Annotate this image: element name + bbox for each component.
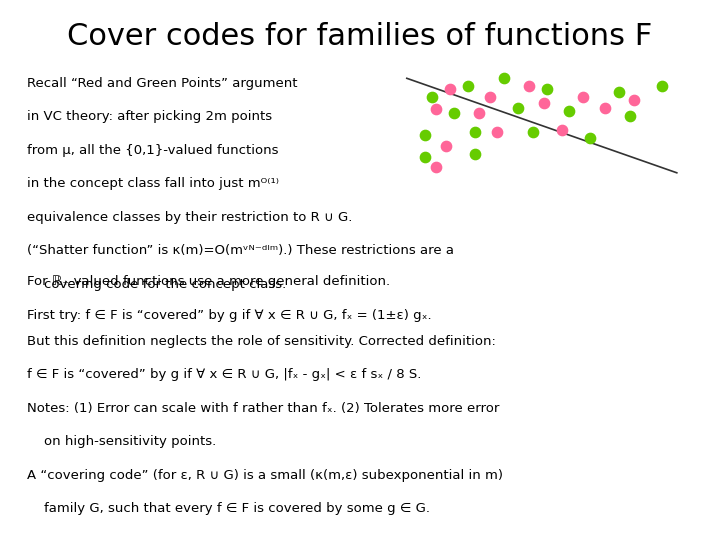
Point bbox=[469, 150, 481, 158]
Point bbox=[523, 82, 535, 91]
Point bbox=[430, 105, 441, 113]
Point bbox=[556, 125, 567, 134]
Text: from μ, all the {0,1}-valued functions: from μ, all the {0,1}-valued functions bbox=[27, 144, 279, 157]
Text: First try: f ∈ F is “covered” by g if ∀ x ∈ R ∪ G, fₓ = (1±ε) gₓ.: First try: f ∈ F is “covered” by g if ∀ … bbox=[27, 309, 432, 322]
Point bbox=[419, 131, 431, 139]
Text: But this definition neglects the role of sensitivity. Corrected definition:: But this definition neglects the role of… bbox=[27, 335, 496, 348]
Point bbox=[444, 85, 456, 93]
Text: family G, such that every f ∈ F is covered by some g ∈ G.: family G, such that every f ∈ F is cover… bbox=[27, 502, 431, 515]
Text: A “covering code” (for ε, R ∪ G) is a small (κ(m,ε) subexponential in m): A “covering code” (for ε, R ∪ G) is a sm… bbox=[27, 469, 503, 482]
Point bbox=[624, 112, 636, 120]
Point bbox=[585, 133, 596, 142]
Point bbox=[419, 152, 431, 161]
Text: Notes: (1) Error can scale with f rather than fₓ. (2) Tolerates more error: Notes: (1) Error can scale with f rather… bbox=[27, 402, 500, 415]
Point bbox=[577, 93, 589, 102]
Text: f ∈ F is “covered” by g if ∀ x ∈ R ∪ G, |fₓ - gₓ| < ε f sₓ / 8 S.: f ∈ F is “covered” by g if ∀ x ∈ R ∪ G, … bbox=[27, 368, 422, 381]
Point bbox=[462, 82, 474, 91]
Point bbox=[538, 98, 549, 107]
Text: Cover codes for families of functions F: Cover codes for families of functions F bbox=[68, 22, 652, 51]
Point bbox=[484, 93, 495, 102]
Point bbox=[430, 163, 441, 172]
Point bbox=[448, 109, 459, 118]
Text: covering code for the concept class.: covering code for the concept class. bbox=[27, 278, 287, 291]
Point bbox=[527, 128, 539, 137]
Point bbox=[441, 141, 452, 150]
Point bbox=[469, 128, 481, 137]
Point bbox=[426, 93, 438, 102]
Text: in VC theory: after picking 2m points: in VC theory: after picking 2m points bbox=[27, 110, 272, 123]
Text: on high-sensitivity points.: on high-sensitivity points. bbox=[27, 435, 217, 448]
Point bbox=[613, 87, 625, 96]
Text: (“Shatter function” is κ(m)=O(mᵛᴺ⁻ᵈᴵᵐ).) These restrictions are a: (“Shatter function” is κ(m)=O(mᵛᴺ⁻ᵈᴵᵐ).)… bbox=[27, 244, 454, 257]
Point bbox=[498, 74, 510, 83]
Point bbox=[657, 82, 668, 91]
Point bbox=[599, 104, 611, 112]
Point bbox=[513, 104, 524, 112]
Text: in the concept class fall into just mᴼ⁽¹⁾: in the concept class fall into just mᴼ⁽¹… bbox=[27, 177, 279, 190]
Point bbox=[491, 128, 503, 137]
Text: equivalence classes by their restriction to R ∪ G.: equivalence classes by their restriction… bbox=[27, 211, 353, 224]
Point bbox=[628, 96, 639, 104]
Text: For ℝ₊-valued functions use a more general definition.: For ℝ₊-valued functions use a more gener… bbox=[27, 275, 390, 288]
Point bbox=[563, 106, 575, 115]
Point bbox=[473, 109, 485, 118]
Text: Recall “Red and Green Points” argument: Recall “Red and Green Points” argument bbox=[27, 77, 298, 90]
Point bbox=[541, 85, 553, 93]
